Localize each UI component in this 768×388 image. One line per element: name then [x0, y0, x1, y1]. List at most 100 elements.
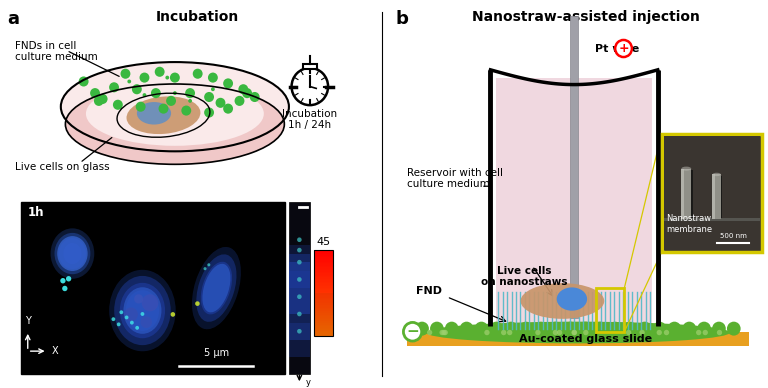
- Bar: [314, 325, 333, 326]
- Bar: [314, 283, 333, 285]
- Bar: [314, 335, 333, 336]
- Circle shape: [442, 330, 447, 335]
- Ellipse shape: [426, 322, 730, 343]
- Bar: [314, 285, 333, 286]
- Text: Au-coated glass slide: Au-coated glass slide: [519, 334, 652, 344]
- Circle shape: [250, 92, 260, 102]
- Circle shape: [78, 76, 88, 87]
- Ellipse shape: [521, 283, 604, 319]
- Circle shape: [505, 322, 518, 336]
- Bar: [314, 288, 333, 289]
- Bar: [289, 262, 310, 314]
- Circle shape: [535, 330, 541, 335]
- Ellipse shape: [86, 81, 264, 146]
- Bar: [314, 319, 333, 320]
- Circle shape: [211, 87, 215, 91]
- Circle shape: [223, 104, 233, 114]
- Circle shape: [657, 330, 662, 335]
- Bar: [714, 176, 723, 220]
- Bar: [314, 315, 333, 316]
- Circle shape: [583, 330, 588, 335]
- Circle shape: [703, 330, 708, 335]
- Circle shape: [696, 330, 701, 335]
- Circle shape: [712, 322, 726, 336]
- Bar: [314, 314, 333, 315]
- Circle shape: [132, 84, 142, 94]
- Circle shape: [638, 322, 651, 336]
- Bar: [496, 78, 652, 326]
- Ellipse shape: [61, 62, 289, 151]
- Circle shape: [127, 80, 131, 83]
- Bar: [314, 316, 333, 318]
- Ellipse shape: [114, 276, 170, 345]
- Text: +: +: [618, 42, 629, 55]
- Bar: [314, 286, 333, 288]
- Circle shape: [727, 322, 740, 336]
- Bar: [21, 202, 285, 374]
- Circle shape: [121, 69, 131, 79]
- Circle shape: [608, 322, 622, 336]
- Text: 45: 45: [316, 237, 330, 247]
- Circle shape: [111, 317, 115, 321]
- Circle shape: [143, 93, 147, 97]
- Bar: [314, 303, 333, 305]
- Bar: [314, 265, 333, 266]
- Bar: [314, 270, 333, 272]
- Circle shape: [549, 322, 562, 336]
- Circle shape: [442, 330, 448, 335]
- Bar: [314, 302, 333, 303]
- Bar: [314, 300, 333, 302]
- Ellipse shape: [203, 264, 230, 312]
- Circle shape: [170, 312, 175, 317]
- Circle shape: [204, 92, 214, 102]
- Circle shape: [165, 76, 169, 80]
- Circle shape: [234, 96, 244, 106]
- Circle shape: [216, 98, 226, 108]
- Ellipse shape: [713, 173, 721, 176]
- Circle shape: [297, 294, 302, 299]
- Text: y: y: [306, 378, 311, 387]
- Circle shape: [640, 330, 645, 335]
- Ellipse shape: [124, 287, 161, 334]
- Ellipse shape: [137, 102, 171, 125]
- Bar: [314, 334, 333, 335]
- Ellipse shape: [51, 228, 94, 279]
- Bar: [664, 218, 760, 222]
- Circle shape: [594, 322, 607, 336]
- Bar: [664, 136, 760, 250]
- Circle shape: [141, 294, 158, 311]
- Text: Pt wire: Pt wire: [595, 43, 639, 54]
- Text: b: b: [396, 10, 409, 28]
- Bar: [681, 169, 684, 219]
- Bar: [314, 310, 333, 312]
- Text: Y: Y: [25, 316, 31, 326]
- Bar: [314, 266, 333, 267]
- Bar: [314, 263, 333, 265]
- Text: 1h: 1h: [28, 206, 45, 220]
- Ellipse shape: [681, 166, 691, 171]
- FancyBboxPatch shape: [661, 134, 763, 252]
- Circle shape: [154, 67, 164, 77]
- Bar: [314, 255, 333, 256]
- Text: a: a: [8, 10, 20, 28]
- Text: Incubation: Incubation: [156, 10, 240, 24]
- Bar: [314, 273, 333, 275]
- Bar: [314, 298, 333, 299]
- Bar: [681, 169, 691, 219]
- Bar: [314, 324, 333, 325]
- Circle shape: [130, 320, 134, 324]
- Ellipse shape: [197, 254, 237, 322]
- Circle shape: [238, 84, 248, 94]
- Text: FND: FND: [416, 286, 442, 296]
- Bar: [314, 253, 333, 255]
- Circle shape: [297, 248, 302, 253]
- Circle shape: [297, 312, 302, 316]
- Circle shape: [135, 326, 139, 330]
- Bar: [314, 257, 333, 259]
- Circle shape: [119, 310, 123, 314]
- Bar: [314, 292, 333, 293]
- Bar: [314, 299, 333, 300]
- Circle shape: [292, 68, 328, 105]
- Ellipse shape: [120, 283, 165, 338]
- Circle shape: [204, 267, 207, 270]
